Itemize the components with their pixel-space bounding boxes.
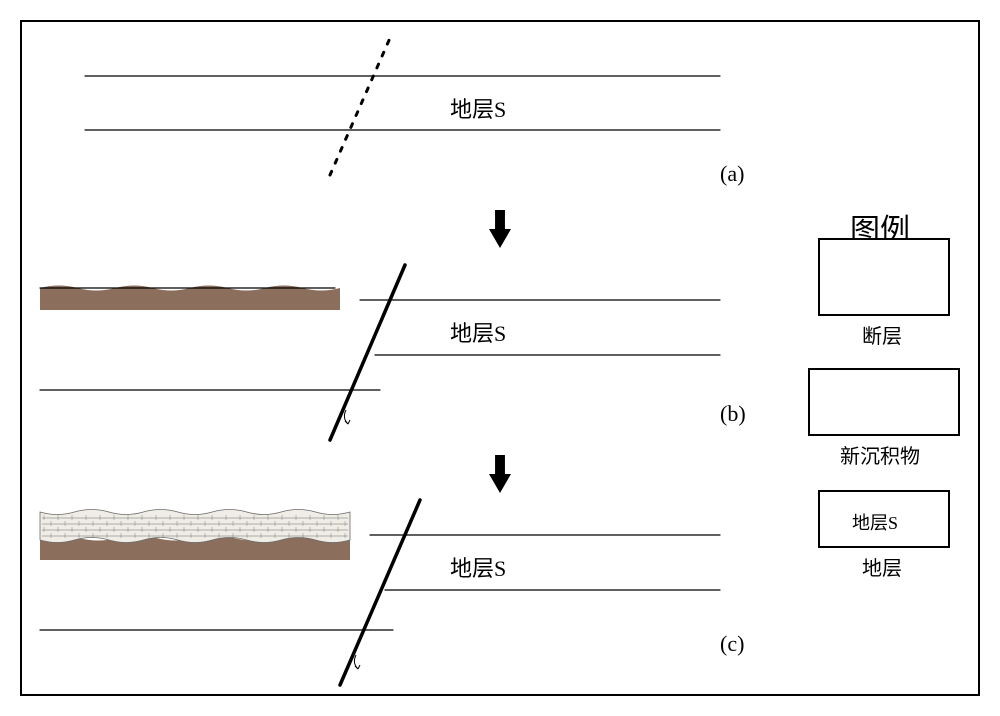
legend-sediment-box (808, 368, 960, 436)
diagram-root: 地层S (a) 地层S (b) 地层S (c) 图例 断层 新沉积物 地层S 地… (0, 0, 1000, 716)
legend-fault-label: 断层 (862, 320, 902, 349)
legend-stratum-label: 地层 (862, 552, 902, 581)
panel-a-stratum-label: 地层S (450, 92, 506, 124)
panel-c-stratum-label: 地层S (450, 551, 506, 583)
legend-sediment-label: 新沉积物 (840, 440, 920, 469)
panel-b-tag: (b) (720, 401, 746, 427)
legend-fault-box (818, 238, 950, 316)
panel-b-stratum-label: 地层S (450, 316, 506, 348)
legend-stratum-inner-text: 地层S (852, 509, 898, 535)
panel-c-tag: (c) (720, 631, 744, 657)
panel-a-tag: (a) (720, 161, 744, 187)
